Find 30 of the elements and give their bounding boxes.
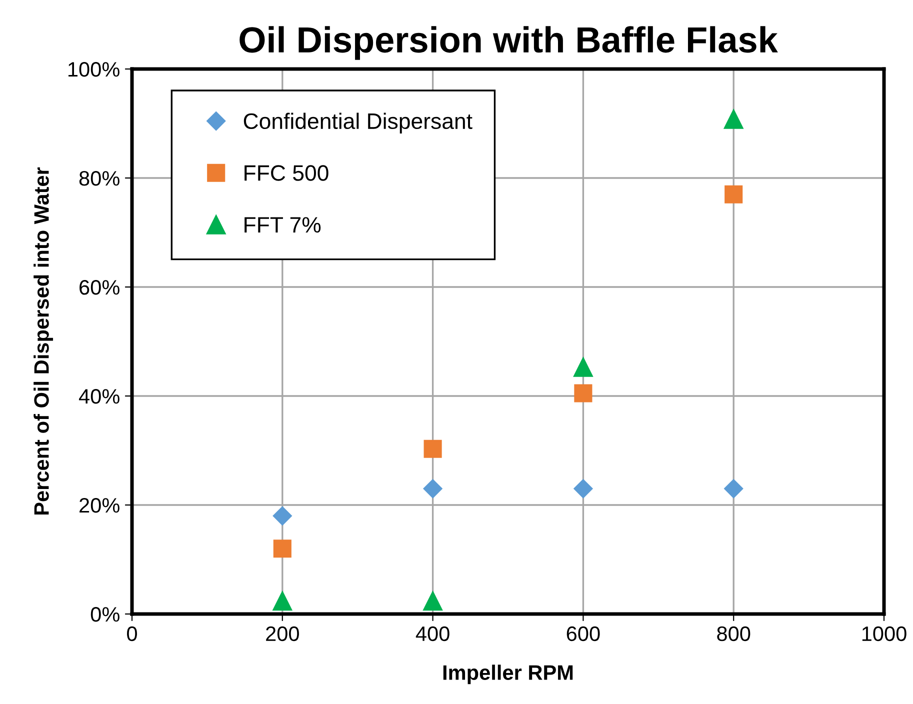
x-tick-label: 600 <box>566 626 600 642</box>
x-tick-label: 400 <box>416 626 450 642</box>
point <box>273 540 292 558</box>
y-axis-title: Percent of Oil Dispersed into Water <box>34 167 54 515</box>
point <box>724 479 744 498</box>
chart-title: Oil Dispersion with Baffle Flask <box>240 26 778 60</box>
x-tick-label: 1000 <box>862 626 906 642</box>
y-tick-label: 40% <box>78 389 120 404</box>
point <box>574 384 592 402</box>
point <box>423 479 442 498</box>
point <box>424 440 442 458</box>
point <box>573 357 593 377</box>
point <box>724 185 743 204</box>
y-tick-label: 20% <box>80 498 120 513</box>
point <box>574 479 593 498</box>
x-tick-label: 200 <box>266 626 299 642</box>
y-tick-label: 80% <box>79 171 120 186</box>
point <box>272 506 292 526</box>
legend-label: Confidential Dispersant <box>244 112 472 134</box>
y-tick-label: 60% <box>80 280 120 295</box>
point <box>272 591 292 611</box>
x-axis-title: Impeller RPM <box>443 664 573 684</box>
x-tick-label: 0 <box>127 626 137 642</box>
point <box>724 109 744 129</box>
legend-label: FFC 500 <box>244 165 328 181</box>
y-tick-label: 0% <box>90 607 120 622</box>
x-tick-label: 800 <box>717 626 750 642</box>
y-tick-label: 100% <box>68 62 120 77</box>
point <box>423 591 443 611</box>
legend-label: FFT 7% <box>244 217 321 233</box>
